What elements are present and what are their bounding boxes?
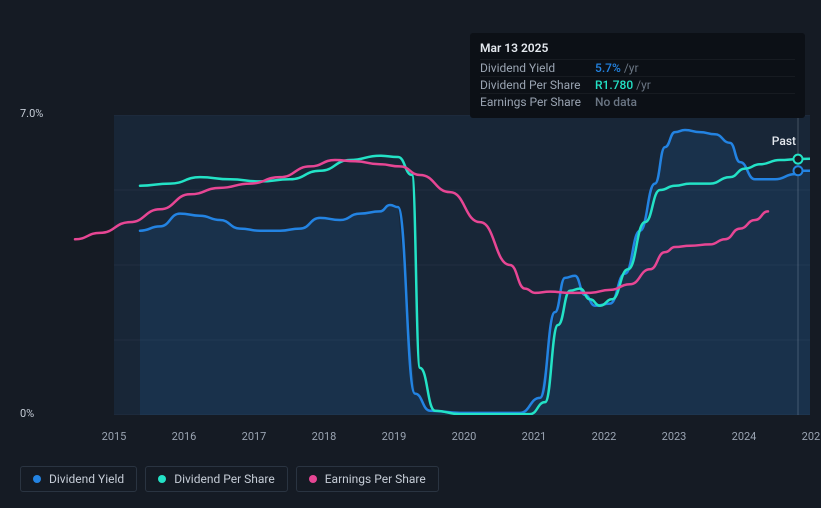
legend-label: Dividend Yield bbox=[49, 472, 124, 486]
x-tick: 2025 bbox=[802, 430, 821, 443]
x-axis: 2015 2016 2017 2018 2019 2020 2021 2022 2023 2024… bbox=[20, 430, 810, 450]
tooltip-row-label: Dividend Yield bbox=[480, 61, 595, 75]
legend-dot-icon bbox=[33, 475, 41, 483]
hover-dot-dividend_yield bbox=[794, 166, 803, 175]
legend-dot-icon bbox=[158, 475, 166, 483]
chart-tooltip: Mar 13 2025 Dividend Yield5.7%/yrDividen… bbox=[470, 33, 805, 118]
tooltip-row-label: Earnings Per Share bbox=[480, 95, 595, 109]
tooltip-row: Dividend Yield5.7%/yr bbox=[480, 59, 795, 76]
chart-legend: Dividend Yield Dividend Per Share Earnings… bbox=[20, 466, 439, 492]
chart-container: 7.0% 0% bbox=[20, 110, 810, 430]
legend-item[interactable]: Dividend Per Share bbox=[145, 466, 288, 492]
x-tick: 2024 bbox=[732, 430, 757, 443]
x-tick: 2016 bbox=[172, 430, 197, 443]
legend-dot-icon bbox=[309, 475, 317, 483]
tooltip-row-value: 5.7%/yr bbox=[595, 61, 639, 75]
chart-svg bbox=[20, 115, 810, 415]
legend-label: Earnings Per Share bbox=[325, 472, 426, 486]
past-label: Past bbox=[772, 134, 796, 148]
tooltip-row: Earnings Per ShareNo data bbox=[480, 93, 795, 110]
tooltip-row-label: Dividend Per Share bbox=[480, 78, 595, 92]
legend-item[interactable]: Earnings Per Share bbox=[296, 466, 439, 492]
x-tick: 2019 bbox=[382, 430, 407, 443]
x-tick: 2017 bbox=[242, 430, 267, 443]
plot-area[interactable] bbox=[20, 115, 810, 415]
hover-dot-dividend_per_share bbox=[794, 155, 803, 164]
x-tick: 2020 bbox=[452, 430, 477, 443]
tooltip-row: Dividend Per ShareR1.780/yr bbox=[480, 76, 795, 93]
tooltip-row-value: R1.780/yr bbox=[595, 78, 651, 92]
x-tick: 2015 bbox=[102, 430, 127, 443]
legend-item[interactable]: Dividend Yield bbox=[20, 466, 137, 492]
x-tick: 2021 bbox=[522, 430, 547, 443]
x-tick: 2022 bbox=[592, 430, 617, 443]
tooltip-date: Mar 13 2025 bbox=[480, 39, 795, 59]
tooltip-row-value: No data bbox=[595, 95, 637, 109]
legend-label: Dividend Per Share bbox=[174, 472, 275, 486]
x-tick: 2018 bbox=[312, 430, 337, 443]
x-tick: 2023 bbox=[662, 430, 687, 443]
